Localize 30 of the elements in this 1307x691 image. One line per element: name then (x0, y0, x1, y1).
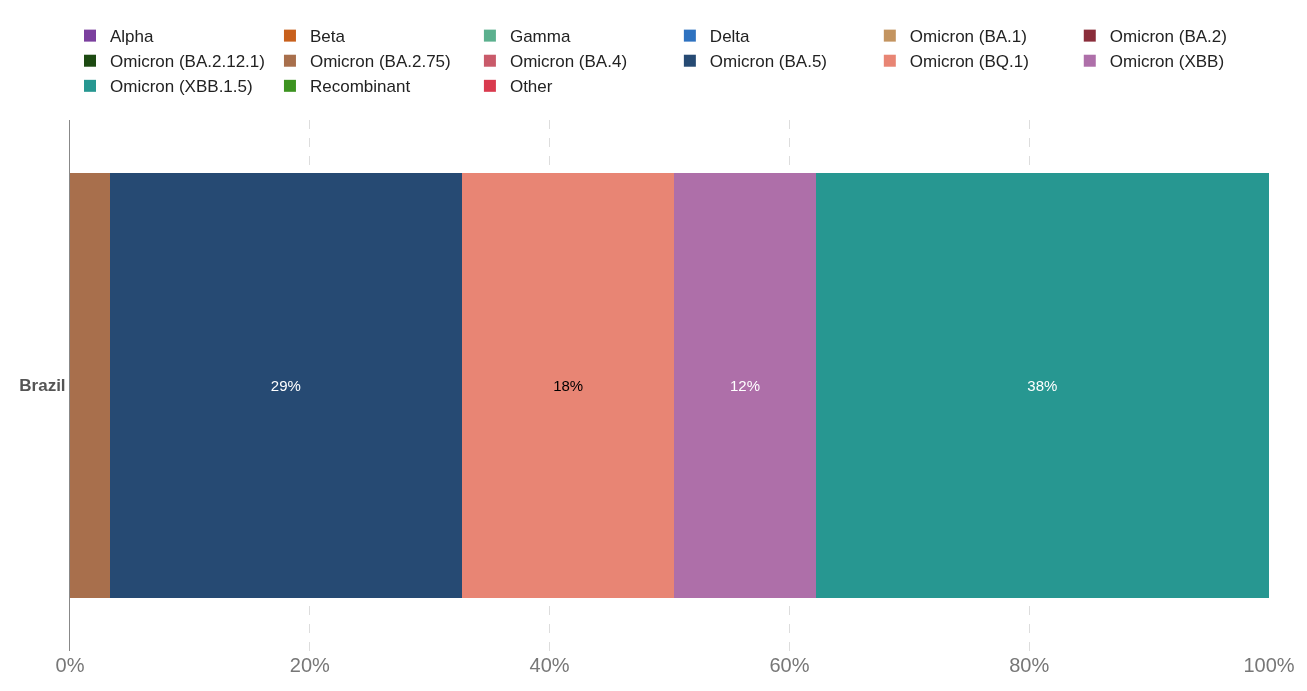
data-label: 38% (1027, 377, 1058, 394)
legend-label: Beta (309, 27, 346, 47)
legend-label: Recombinant (309, 77, 411, 97)
x-tick-label: 0% (55, 654, 85, 676)
legend-label: Other (509, 77, 553, 97)
legend-label: Omicron (BA.4) (509, 52, 628, 72)
legend-label: Gamma (509, 27, 571, 47)
data-label: 18% (553, 377, 584, 394)
data-label: 12% (730, 377, 761, 394)
x-tick-label: 40% (529, 654, 570, 676)
x-tick-label: 80% (1009, 654, 1050, 676)
legend-label: Omicron (BA.1) (909, 27, 1027, 47)
bar (674, 173, 816, 598)
bar (70, 173, 110, 598)
y-tick-label: Brazil (19, 376, 66, 396)
legend-label: Omicron (XBB) (1109, 52, 1225, 72)
legend-label: Omicron (BA.5) (709, 52, 827, 72)
bar (462, 173, 675, 598)
x-tick-label: 60% (769, 654, 810, 676)
x-tick-label: 20% (289, 654, 331, 676)
data-label: 29% (270, 377, 301, 394)
legend-label: Omicron (BA.2.12.1) (110, 52, 265, 72)
legend-label: Omicron (BA.2.75) (309, 52, 451, 72)
x-tick-label: 100% (1243, 654, 1295, 676)
legend-label: Omicron (XBB.1.5) (110, 77, 253, 97)
legend-label: Alpha (110, 27, 155, 47)
legend-label: Delta (709, 27, 751, 47)
legend-label: Omicron (BA.2) (1109, 27, 1227, 47)
bar (109, 173, 463, 598)
legend-label: Omicron (BQ.1) (909, 52, 1029, 72)
